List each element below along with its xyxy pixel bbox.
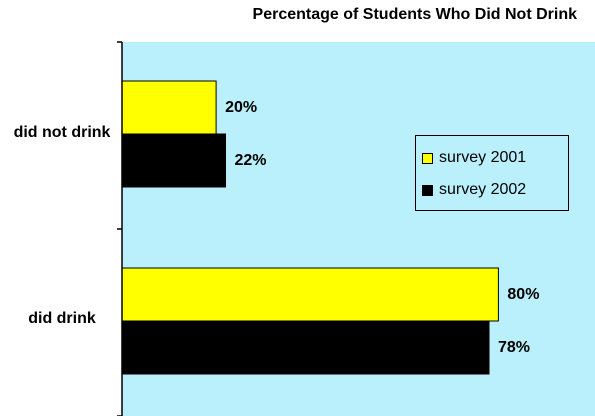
- legend-label-series-2: survey 2002: [439, 181, 527, 198]
- legend-swatch-series-1: [422, 152, 433, 164]
- category-label: did drink: [28, 309, 96, 327]
- data-label: 80%: [507, 285, 540, 303]
- data-label: 22%: [234, 151, 267, 169]
- category-label: did not drink: [13, 123, 111, 141]
- bar-survey-2002-did-drink: [121, 320, 490, 375]
- legend: survey 2001 survey 2002: [415, 135, 569, 211]
- legend-label-series-1: survey 2001: [439, 149, 527, 166]
- data-label: 20%: [225, 98, 258, 116]
- bar-survey-2001-did-not-drink: [121, 80, 217, 135]
- legend-swatch-series-2: [422, 184, 433, 196]
- chart-title: Percentage of Students Who Did Not Drink: [252, 6, 577, 23]
- bar-survey-2001-did-drink: [121, 267, 499, 322]
- legend-entry-series-1: survey 2001: [422, 147, 526, 169]
- legend-entry-series-2: survey 2002: [422, 179, 526, 201]
- bar-survey-2002-did-not-drink: [121, 133, 227, 188]
- data-label: 78%: [497, 338, 531, 356]
